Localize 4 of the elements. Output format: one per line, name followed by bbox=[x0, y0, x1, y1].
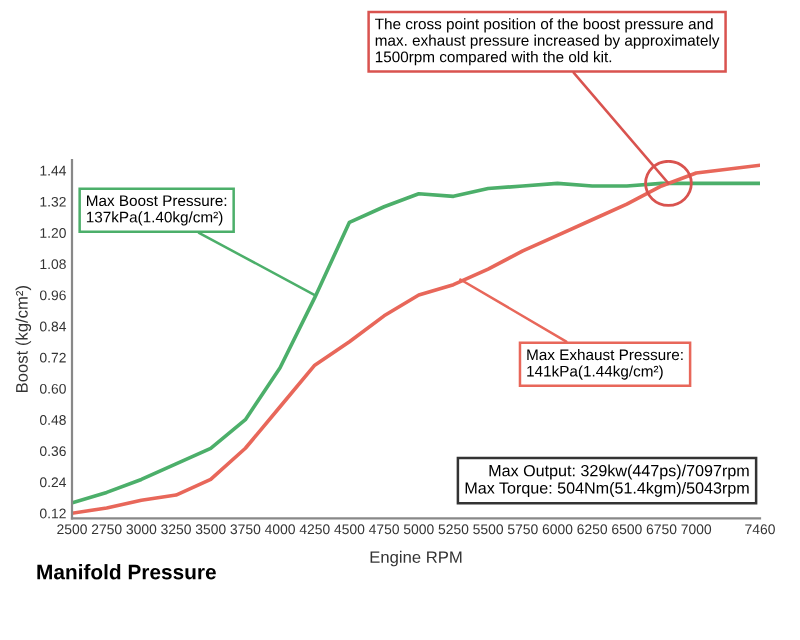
y-axis-title: Boost (kg/cm²) bbox=[15, 286, 32, 392]
text: Manifold Pressure bbox=[37, 564, 216, 580]
x-axis-title: Engine RPM bbox=[370, 550, 462, 567]
annotation: Max Output: 329kw(447ps)/7097rpm Max Torque: 504Nm(51.4kgm)/5043rpm bbox=[465, 464, 749, 497]
